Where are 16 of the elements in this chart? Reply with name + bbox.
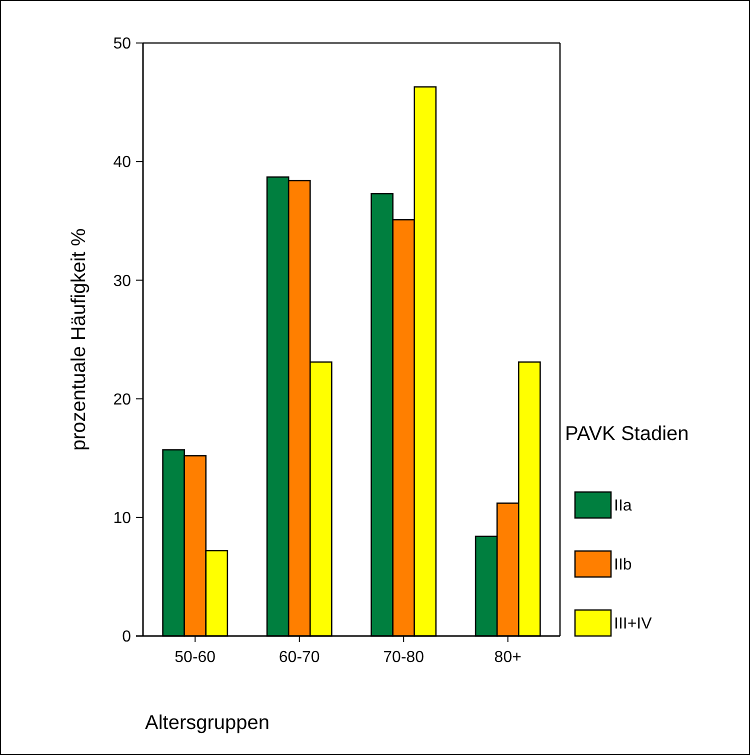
legend-title: PAVK Stadien <box>565 423 689 445</box>
y-tick-label: 20 <box>113 391 132 408</box>
legend-label: IIa <box>614 498 632 515</box>
legend-label: IIb <box>614 556 632 574</box>
y-tick-label: 10 <box>113 510 132 527</box>
x-tick-label: 50-60 <box>174 649 216 666</box>
y-tick-label: 40 <box>113 154 132 172</box>
y-tick-label: 0 <box>122 628 132 646</box>
legend-label: III+IV <box>614 616 652 633</box>
x-tick-label: 70-80 <box>383 649 424 666</box>
y-axis-title: prozentuale Häufigkeit % <box>68 228 90 451</box>
x-axis-title: Altersgruppen <box>145 712 270 734</box>
y-tick-label: 30 <box>113 272 132 290</box>
x-tick-label: 80+ <box>494 649 522 666</box>
x-tick-label: 60-70 <box>278 649 320 666</box>
y-tick-label: 50 <box>113 36 132 53</box>
